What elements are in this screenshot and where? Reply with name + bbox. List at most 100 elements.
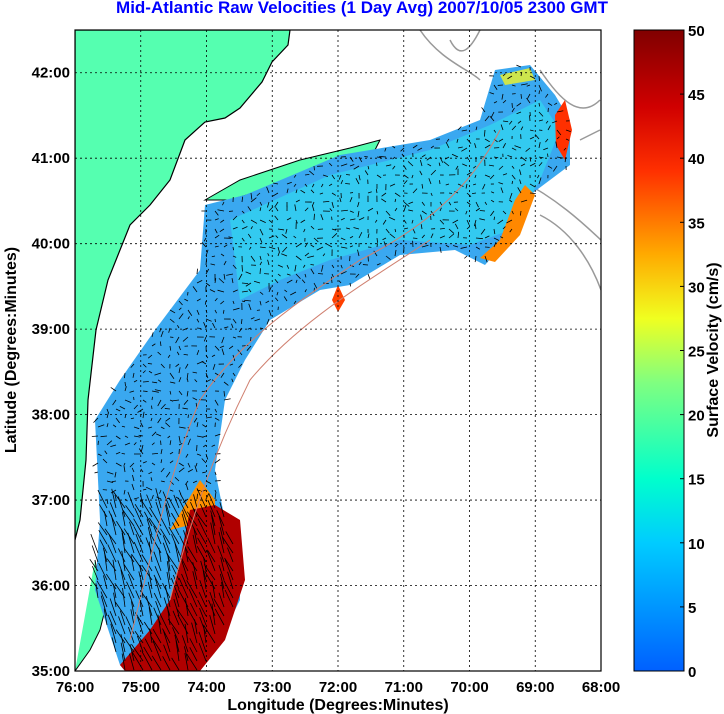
velocity-arrow: [538, 119, 544, 122]
velocity-arrow: [203, 625, 207, 644]
velocity-arrow: [465, 210, 468, 215]
velocity-arrow: [219, 345, 225, 349]
velocity-arrow: [147, 363, 153, 365]
velocity-arrow: [357, 249, 360, 257]
velocity-arrow: [358, 156, 363, 163]
velocity-arrow: [311, 183, 315, 188]
velocity-arrow: [484, 174, 491, 178]
velocity-arrow: [177, 497, 189, 518]
velocity-arrow: [474, 143, 477, 149]
velocity-arrow: [421, 183, 424, 189]
velocity-arrow: [497, 219, 504, 225]
velocity-arrow: [448, 201, 452, 206]
colorbar-label: Surface Velocity (cm/s): [705, 262, 722, 437]
velocity-arrow: [165, 422, 171, 428]
velocity-arrow: [112, 424, 117, 428]
velocity-arrow: [502, 100, 507, 104]
velocity-arrow: [219, 228, 225, 232]
velocity-arrow: [109, 502, 117, 518]
velocity-arrow: [388, 216, 396, 221]
velocity-arrow: [115, 451, 121, 455]
velocity-arrow: [199, 580, 207, 599]
velocity-arrow: [250, 197, 257, 203]
velocity-arrow: [529, 136, 535, 140]
velocity-arrow: [162, 628, 171, 644]
velocity-arrow: [160, 467, 165, 473]
velocity-arrow: [498, 138, 504, 142]
velocity-arrow: [94, 471, 99, 474]
velocity-arrow: [382, 237, 387, 241]
velocity-arrow: [259, 228, 264, 236]
velocity-arrow: [137, 408, 144, 413]
velocity-arrow: [349, 156, 354, 162]
velocity-arrow: [267, 201, 270, 208]
velocity-arrow: [106, 440, 113, 446]
velocity-arrow: [214, 318, 216, 323]
velocity-arrow: [160, 426, 165, 430]
velocity-arrow: [241, 290, 248, 293]
velocity-arrow: [160, 403, 166, 410]
velocity-arrow: [196, 488, 207, 509]
velocity-arrow: [281, 233, 288, 239]
velocity-arrow: [174, 541, 180, 563]
velocity-arrow: [331, 192, 337, 196]
velocity-arrow: [220, 219, 225, 223]
velocity-arrow: [266, 186, 270, 194]
velocity-arrow: [192, 571, 198, 590]
x-axis-label: Longitude (Degrees:Minutes): [227, 697, 448, 714]
velocity-arrow: [232, 318, 237, 324]
velocity-arrow: [232, 226, 238, 230]
velocity-arrow: [131, 601, 135, 617]
velocity-arrow: [246, 345, 252, 351]
velocity-arrow: [484, 144, 491, 149]
velocity-arrow: [376, 174, 382, 179]
velocity-arrow: [241, 210, 245, 214]
velocity-arrow: [349, 218, 356, 221]
x-tick-label: 69:00: [516, 679, 554, 696]
velocity-arrow: [457, 126, 462, 131]
velocity-arrow: [121, 528, 126, 545]
velocity-arrow: [199, 616, 207, 635]
velocity-arrow: [545, 120, 549, 124]
velocity-arrow: [148, 517, 162, 536]
velocity-arrow: [115, 435, 121, 440]
velocity-arrow: [145, 486, 153, 491]
velocity-arrow: [259, 300, 262, 306]
velocity-arrow: [211, 444, 216, 447]
velocity-arrow: [205, 372, 209, 379]
velocity-arrow: [212, 363, 216, 370]
velocity-arrow: [187, 378, 189, 383]
velocity-arrow: [135, 533, 144, 554]
velocity-arrow: [488, 164, 495, 167]
velocity-arrow: [224, 589, 234, 608]
velocity-arrow: [132, 474, 135, 482]
velocity-arrow: [227, 547, 234, 563]
velocity-arrow: [111, 488, 117, 509]
velocity-arrow: [367, 233, 370, 239]
colorbar-tick-label: 20: [688, 408, 705, 425]
velocity-arrow: [214, 218, 219, 221]
velocity-arrow: [202, 471, 207, 474]
velocity-arrow: [124, 399, 132, 403]
velocity-arrow: [268, 235, 275, 239]
velocity-arrow: [551, 120, 558, 124]
velocity-arrow: [160, 517, 171, 536]
velocity-arrow: [232, 307, 240, 311]
velocity-arrow: [475, 207, 481, 212]
velocity-arrow: [155, 501, 162, 518]
velocity-arrow: [445, 141, 450, 149]
velocity-arrow: [471, 192, 477, 195]
velocity-arrow: [421, 201, 426, 206]
velocity-arrow: [142, 488, 147, 491]
velocity-arrow: [121, 452, 126, 455]
velocity-arrow: [167, 618, 180, 635]
velocity-arrow: [205, 282, 211, 287]
velocity-arrow: [174, 477, 180, 482]
velocity-arrow: [403, 180, 408, 185]
velocity-arrow: [232, 372, 236, 377]
velocity-arrow: [274, 297, 279, 302]
velocity-arrow: [129, 644, 135, 662]
velocity-arrow: [466, 138, 472, 144]
velocity-arrow: [241, 226, 248, 230]
velocity-arrow: [474, 174, 477, 179]
